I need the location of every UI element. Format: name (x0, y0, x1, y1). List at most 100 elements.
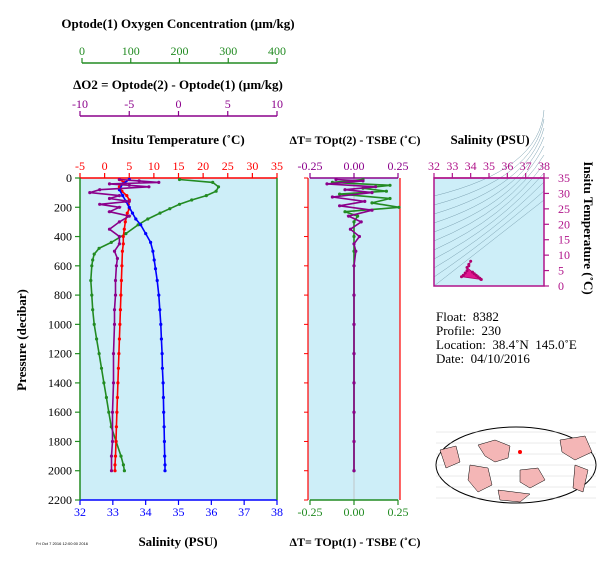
temperature-series-point (125, 211, 129, 215)
oxygen-series-point (102, 381, 106, 385)
temperature-axis-tick-label: 35 (271, 159, 283, 173)
dt-opt2-series-point (347, 214, 351, 218)
temperature-series-point (120, 264, 124, 268)
pressure-tick-label: 2000 (48, 464, 72, 478)
delta-o2-series-point (98, 188, 102, 192)
temperature-series-point (121, 242, 125, 246)
delta-o2-series-point (113, 293, 118, 297)
delta-o2-series-point (98, 202, 102, 206)
temperature-series-point (113, 463, 117, 467)
ts-density-contour (433, 172, 545, 260)
ts-point (467, 262, 471, 266)
dt-bottom-axis-tick-label: 0.25 (388, 505, 409, 519)
ts-salinity-axis-tick-label: 32 (428, 159, 440, 173)
salinity-series-point (149, 240, 153, 244)
oxygen-series-point (109, 240, 113, 244)
salinity-series-point (159, 322, 163, 326)
dt-top-axis-tick-label: 0.00 (344, 159, 365, 173)
ts-salinity-axis-tick-label: 34 (465, 159, 477, 173)
oxygen-series-point (211, 180, 215, 184)
salinity-series-point (127, 205, 131, 209)
pressure-tick-label: 1600 (48, 405, 72, 419)
oxygen-series-point (90, 293, 94, 297)
map-landmass (497, 489, 531, 503)
oxygen-axis-tick-label: 400 (268, 44, 286, 58)
dt-top-axis-tick-label: -0.25 (298, 159, 323, 173)
temperature-axis-tick-label: 15 (173, 159, 185, 173)
dt-opt1-series-point (397, 205, 401, 209)
ts-border (433, 177, 545, 287)
temperature-axis-tick-label: -5 (75, 159, 85, 173)
salinity-axis-tick-label: 35 (173, 505, 185, 519)
delta-o2-series-point (127, 199, 131, 203)
oxygen-series-point (146, 217, 150, 221)
dt-opt2-series-point (374, 185, 378, 189)
delta-o2-series-point (109, 454, 114, 458)
dt-opt2-series-point (325, 182, 329, 186)
dt-opt2-series-point (352, 264, 356, 268)
delta-o2-series-point (110, 410, 115, 414)
dt-opt1-series-point (388, 183, 392, 187)
dt-opt2-series-point (370, 191, 374, 195)
temperature-series-point (113, 469, 117, 473)
salinity-axis-tick-label: 36 (205, 505, 217, 519)
delta-o2-series-point (117, 194, 121, 198)
temperature-axis-title: Insitu Temperature (˚C) (111, 132, 244, 147)
salinity-series-point (157, 293, 161, 297)
ts-diagram-panel (434, 178, 544, 286)
ts-temp-tick-label: 20 (558, 217, 570, 231)
dt-opt2-series-point (363, 199, 367, 203)
delta-o2-series-point (117, 242, 121, 246)
pressure-tick-label: 2200 (48, 493, 72, 507)
ts-point (469, 259, 473, 263)
oxygen-series-point (91, 308, 95, 312)
ts-point (463, 271, 467, 275)
main-profile-panel (80, 178, 277, 500)
delta-o2-series-point (114, 264, 118, 268)
dt-opt2-series-point (343, 188, 347, 192)
oxygen-series-point (119, 454, 123, 458)
temperature-axis-tick-label: 25 (222, 159, 234, 173)
ts-density-contour (433, 163, 545, 251)
map-landmass (519, 467, 546, 489)
delta-o2-series-point (137, 179, 141, 183)
temperature-series-point (114, 425, 118, 429)
dt-opt2-series-point (354, 249, 358, 253)
delta-o2-series-point (147, 185, 151, 189)
ts-density-contour (433, 109, 545, 197)
dt-opt1-series-point (370, 201, 374, 205)
oxygen-series-point (177, 177, 182, 182)
ts-point (465, 269, 469, 273)
oxygen-series-point (177, 202, 182, 206)
pressure-tick-label: 0 (66, 171, 72, 185)
dt-opt2-series-point (359, 220, 363, 224)
delta-o2-series-line (89, 178, 159, 471)
oxygen-series-point (90, 264, 94, 268)
salinity-series-point (151, 249, 155, 253)
delta-o2-series-point (88, 191, 92, 195)
temperature-series-point (119, 278, 123, 283)
dt-opt2-series-point (357, 234, 361, 239)
delta-o2-series-point (117, 220, 121, 224)
salinity-series-point (121, 194, 125, 198)
delta-o2-series-point (157, 180, 161, 184)
pressure-tick-label: 400 (54, 230, 72, 244)
delta-o2-series-point (117, 205, 121, 209)
salinity-axis-tick-label: 33 (107, 505, 119, 519)
temperature-series-point (115, 395, 119, 400)
ts-point (479, 278, 483, 281)
pressure-tick-label: 600 (54, 259, 72, 273)
salinity-series-point (160, 352, 164, 356)
salinity-series-point (162, 425, 166, 429)
oxygen-series-point (190, 198, 194, 202)
map-landmass (467, 464, 493, 493)
ts-density-contour (433, 136, 545, 224)
delta-o2-series-point (107, 196, 112, 201)
dt-opt2-series-point (352, 352, 356, 356)
profile-number: Profile: 230 (436, 323, 501, 338)
oxygen-series-point (92, 252, 96, 256)
delta-o2-axis-tick-label: 5 (225, 97, 231, 111)
pressure-tick-label: 200 (54, 200, 72, 214)
delta-o2-series-point (110, 439, 115, 444)
map-landmass (572, 464, 589, 493)
